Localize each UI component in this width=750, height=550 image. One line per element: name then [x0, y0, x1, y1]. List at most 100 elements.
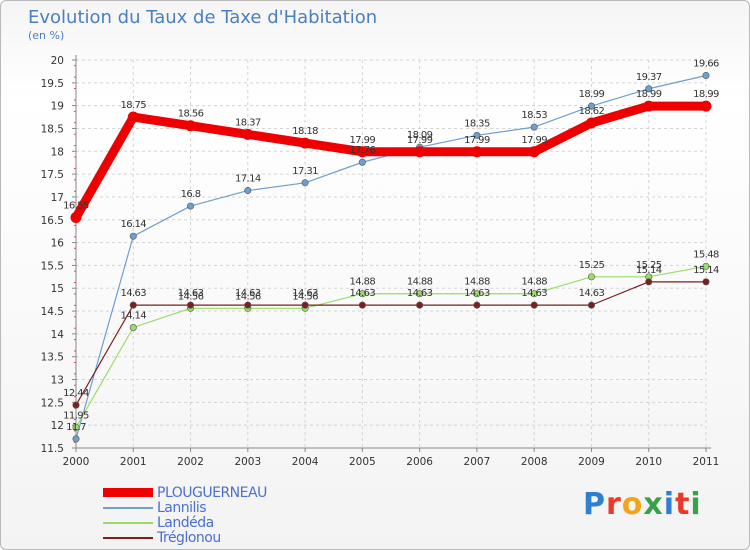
y-tick-label: 11.5	[41, 443, 64, 455]
data-label: 14.88	[407, 277, 433, 288]
y-tick-label: 20	[51, 55, 64, 67]
data-point	[702, 262, 710, 270]
data-label: 18.37	[235, 117, 261, 128]
data-label: 14.63	[579, 288, 605, 299]
y-tick-label: 15.5	[41, 260, 64, 272]
data-label: 14.63	[120, 288, 146, 299]
data-point	[301, 301, 309, 309]
data-point	[587, 301, 595, 309]
y-tick-label: 18.5	[41, 123, 64, 135]
data-point	[416, 290, 424, 298]
x-tick-label: 2008	[521, 456, 548, 468]
data-point	[700, 100, 712, 112]
logo-letter: i	[663, 487, 676, 522]
data-point	[301, 179, 309, 187]
legend-swatch	[103, 536, 153, 539]
data-label: 18.09	[407, 130, 433, 141]
x-tick-label: 2004	[292, 456, 319, 468]
x-tick-label: 2011	[693, 456, 720, 468]
data-label: 14.63	[292, 288, 318, 299]
data-label: 14.88	[464, 277, 490, 288]
data-point	[530, 301, 538, 309]
series-line-0	[71, 101, 711, 222]
data-point	[244, 301, 252, 309]
logo-letter: P	[583, 487, 606, 522]
legend-swatch	[103, 488, 153, 497]
x-tick-label: 2009	[578, 456, 605, 468]
logo-letter: x	[643, 487, 664, 522]
data-point	[530, 123, 538, 131]
data-point	[187, 301, 195, 309]
data-point	[702, 72, 710, 80]
data-label: 14.63	[464, 288, 490, 299]
data-point	[185, 120, 197, 132]
data-label: 14.63	[235, 288, 261, 299]
y-tick-label: 13.5	[41, 352, 64, 364]
y-tick-label: 19.5	[41, 78, 64, 90]
data-point	[129, 301, 137, 309]
data-label: 14.63	[521, 288, 547, 299]
data-point	[358, 290, 366, 298]
legend-item: Lannilis	[103, 500, 267, 516]
y-tick-label: 17	[51, 192, 64, 204]
y-tick-label: 16.5	[41, 215, 64, 227]
data-label: 14.56	[178, 291, 204, 302]
data-label: 17.99	[407, 135, 433, 146]
legend-swatch	[103, 506, 153, 509]
x-tick-label: 2000	[63, 456, 90, 468]
data-label: 16.8	[181, 189, 201, 200]
data-label: 17.31	[292, 166, 318, 177]
data-point	[127, 111, 139, 123]
x-tick-label: 2006	[406, 456, 433, 468]
data-point	[585, 117, 597, 129]
logo-letter: i	[690, 487, 702, 522]
data-point	[643, 100, 655, 112]
data-label: 17.99	[464, 135, 490, 146]
data-label: 19.37	[636, 72, 662, 83]
data-label: 17.99	[521, 135, 547, 146]
data-label: 14.88	[350, 277, 376, 288]
axis-ticks: 11.5 12 12.5 13 13.5 14 14.5 15 15.5 16 16.5 17 17.5…	[41, 55, 720, 468]
data-label: 14.88	[521, 277, 547, 288]
y-tick-label: 12.5	[41, 397, 64, 409]
chart-subtitle: (en %)	[28, 29, 65, 42]
axes	[72, 55, 711, 452]
data-point	[645, 85, 653, 93]
data-point	[358, 301, 366, 309]
y-tick-label: 19	[51, 101, 64, 113]
data-point	[587, 102, 595, 110]
data-label: 14.63	[407, 288, 433, 299]
data-point	[471, 146, 483, 158]
data-point	[645, 278, 653, 286]
data-labels: 11.7 16.14 16.8 17.14 17.31 17.76 18.09 18.35 18…	[63, 59, 719, 433]
legend-label: PLOUGUERNEAU	[157, 484, 267, 501]
data-label: 18.35	[464, 118, 490, 129]
logo-letter: r	[606, 487, 622, 522]
data-point	[72, 423, 80, 431]
series-points	[70, 72, 712, 443]
data-label: 14.63	[178, 288, 204, 299]
data-point	[528, 146, 540, 158]
data-label: 18.18	[292, 126, 318, 137]
x-tick-label: 2001	[120, 456, 147, 468]
x-tick-label: 2007	[464, 456, 491, 468]
y-tick-label: 17.5	[41, 169, 64, 181]
data-point	[72, 435, 80, 443]
y-tick-label: 14.5	[41, 306, 64, 318]
data-label: 18.99	[636, 89, 662, 100]
y-tick-label: 16	[51, 238, 65, 250]
data-point	[187, 202, 195, 210]
data-point	[356, 146, 368, 158]
legend-item: Landéda	[103, 515, 267, 531]
data-point	[72, 401, 80, 409]
data-point	[702, 278, 710, 286]
data-point	[473, 301, 481, 309]
series-lines	[71, 74, 711, 440]
y-tick-label: 18	[51, 146, 64, 158]
data-label: 18.53	[521, 110, 547, 121]
legend-swatch	[103, 521, 153, 524]
y-tick-label: 12	[51, 420, 64, 432]
data-point	[358, 158, 366, 166]
data-label: 14.14	[120, 310, 146, 321]
